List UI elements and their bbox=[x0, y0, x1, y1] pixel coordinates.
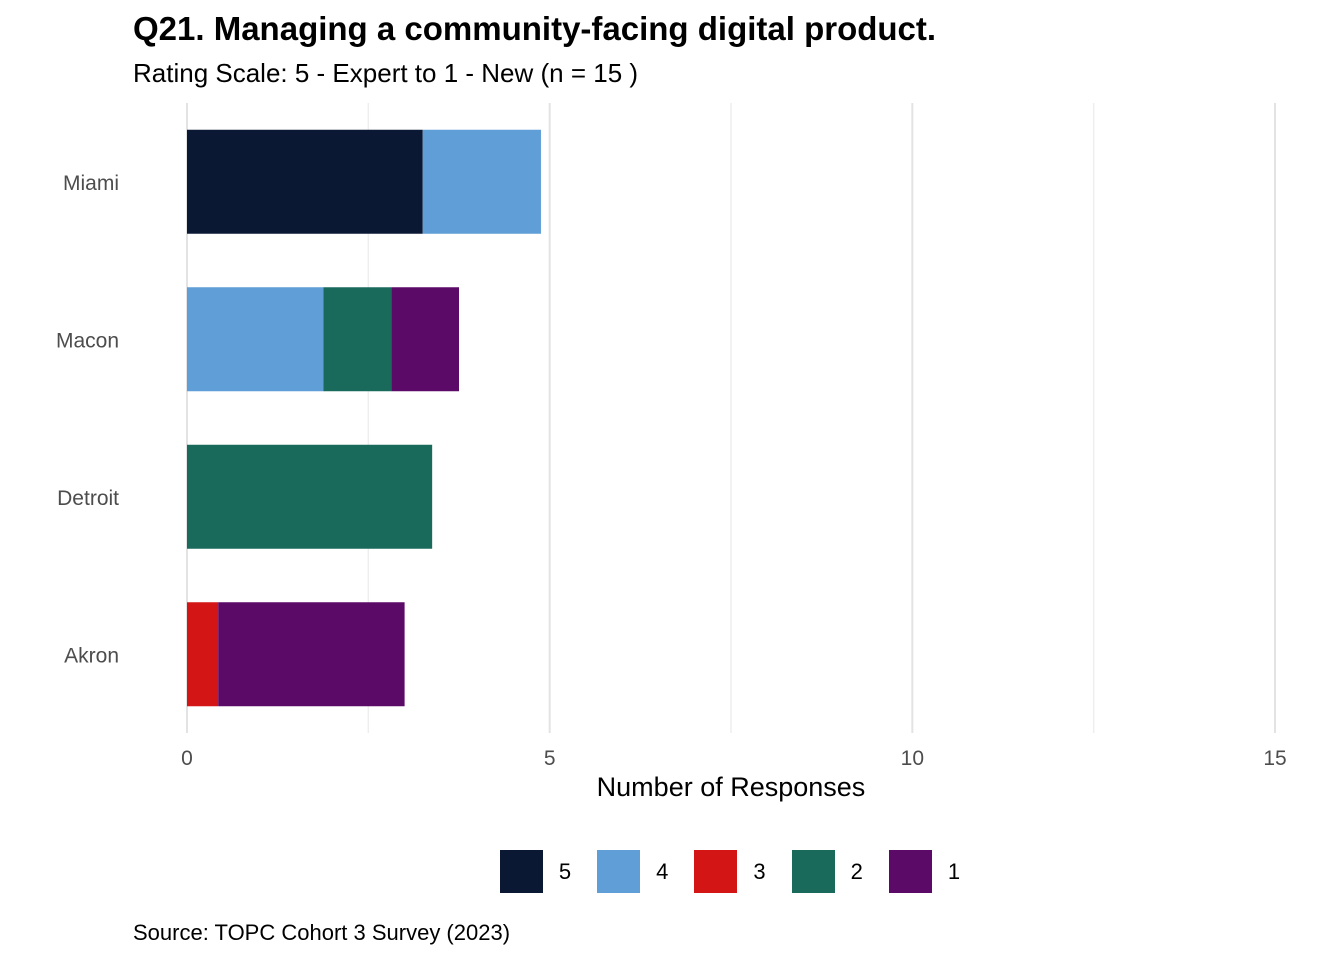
x-tick-label: 5 bbox=[544, 747, 556, 770]
legend: 5 4 3 2 1 bbox=[0, 850, 1344, 893]
bar-detroit-rating-2 bbox=[187, 444, 433, 549]
x-tick-label: 10 bbox=[901, 747, 924, 770]
legend-swatch bbox=[791, 850, 835, 893]
x-tick-label: 0 bbox=[181, 747, 193, 770]
legend-item: 1 bbox=[888, 850, 974, 893]
legend-item: 5 bbox=[499, 850, 585, 893]
legend-swatch bbox=[499, 850, 543, 893]
legend-label: 4 bbox=[656, 858, 669, 884]
legend-item: 3 bbox=[694, 850, 779, 893]
y-category-label: Macon bbox=[56, 329, 119, 352]
bar-macon-rating-4 bbox=[187, 287, 324, 392]
bar-miami-rating-4 bbox=[422, 129, 541, 234]
legend-swatch bbox=[888, 850, 932, 893]
chart-subtitle: Rating Scale: 5 - Expert to 1 - New (n =… bbox=[133, 58, 639, 88]
y-category-label: Detroit bbox=[57, 487, 119, 510]
bar-akron-rating-3 bbox=[187, 602, 219, 707]
legend-item: 4 bbox=[597, 850, 682, 893]
legend-label: 5 bbox=[558, 858, 572, 884]
x-axis-ticks: 0 5 10 15 bbox=[181, 747, 1287, 770]
legend-label: 3 bbox=[753, 858, 766, 884]
legend-label: 2 bbox=[850, 858, 863, 884]
legend-label: 1 bbox=[947, 858, 961, 884]
legend-swatch bbox=[597, 850, 641, 893]
y-axis-categories: Miami Macon Detroit Akron bbox=[56, 172, 119, 668]
legend-swatch bbox=[694, 850, 738, 893]
bar-macon-rating-1 bbox=[391, 287, 459, 392]
x-axis-label: Number of Responses bbox=[596, 772, 866, 802]
bar-akron-rating-1 bbox=[218, 602, 405, 707]
y-category-label: Akron bbox=[64, 644, 119, 667]
bar-macon-rating-2 bbox=[323, 287, 392, 392]
bar-miami-rating-5 bbox=[187, 129, 423, 234]
chart-title: Q21. Managing a community-facing digital… bbox=[133, 10, 937, 47]
bars bbox=[187, 129, 541, 707]
x-tick-label: 15 bbox=[1263, 747, 1286, 770]
source-caption: Source: TOPC Cohort 3 Survey (2023) bbox=[133, 920, 511, 945]
legend-item: 2 bbox=[791, 850, 877, 893]
y-category-label: Miami bbox=[63, 172, 119, 195]
bar-chart: 0 5 10 15 Miami Macon Detroit Akron bbox=[56, 103, 1287, 770]
